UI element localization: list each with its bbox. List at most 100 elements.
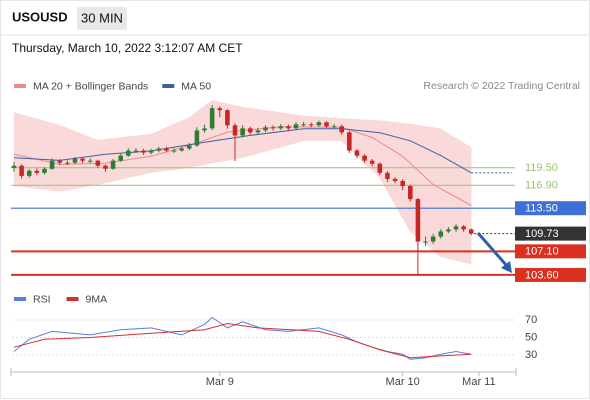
candle-body [293, 124, 299, 129]
candle-body [369, 160, 375, 164]
legend-label: RSI [33, 293, 51, 305]
legend-swatch [162, 84, 175, 88]
candle-body [286, 126, 291, 129]
symbol: USOUSD [12, 9, 68, 24]
legend-label: 9MA [86, 293, 108, 305]
candle-body [11, 165, 17, 168]
bollinger-band [189, 99, 213, 169]
candle-body [423, 241, 428, 243]
level-label: 119.50 [525, 162, 558, 174]
credit: Research © 2022 Trading Central [423, 80, 580, 92]
candle-body [468, 229, 474, 234]
legend-label: MA 50 [181, 80, 211, 92]
interval-button[interactable] [77, 7, 127, 30]
candle-body [354, 150, 360, 156]
legend-swatch [14, 297, 26, 301]
level-label: 107.10 [525, 246, 559, 258]
bollinger-band [13, 112, 60, 192]
candle-body [80, 158, 85, 161]
candle-body [438, 231, 444, 237]
candle-body [225, 110, 230, 126]
candle-body [461, 226, 466, 230]
forecast-arrowhead [501, 261, 512, 273]
candle-body [95, 160, 101, 166]
level-label: 103.60 [525, 269, 559, 281]
timestamp: Thursday, March 10, 2022 3:12:07 AM CET [12, 41, 243, 55]
candle-body [408, 185, 413, 200]
level-tag [515, 267, 586, 282]
candle-body [385, 172, 390, 179]
candle-body [194, 130, 200, 146]
level-label: 113.50 [525, 203, 558, 215]
candle-body [316, 122, 322, 126]
x-tick-label: Mar 10 [386, 376, 420, 388]
candle-body [400, 180, 405, 186]
candle-body [42, 168, 47, 173]
candle-body [156, 148, 162, 151]
candle-body [179, 148, 184, 151]
candle-body [65, 162, 70, 164]
candle-body [255, 130, 261, 133]
candle-body [164, 148, 169, 151]
candle-body [263, 127, 268, 131]
candle-body [453, 226, 459, 230]
candle-body [148, 150, 154, 153]
candle-body [202, 128, 207, 131]
bollinger-band [97, 133, 152, 185]
y-tick-label: 70 [525, 314, 537, 326]
indicator-line [13, 316, 472, 360]
x-tick-label: Mar 9 [206, 376, 234, 388]
candle-body [301, 124, 306, 126]
candle-body [187, 145, 192, 149]
candle-body [110, 160, 116, 169]
candle-body [49, 160, 55, 169]
candle-body [240, 128, 245, 136]
candle-body [19, 165, 24, 176]
candle-body [87, 160, 93, 162]
candle-body [118, 155, 123, 161]
last-price-tag [515, 226, 586, 241]
candle-body [141, 150, 146, 153]
candle-body [308, 124, 314, 126]
bollinger-band [379, 120, 411, 233]
candle-body [217, 108, 223, 111]
candle-body [362, 155, 367, 161]
legend-label: MA 20 + Bollinger Bands [33, 80, 148, 92]
indicator-line [13, 322, 472, 359]
bollinger-band [440, 128, 472, 265]
candle-body [72, 158, 78, 163]
y-tick-label: 50 [525, 331, 537, 343]
level-tag [515, 244, 586, 259]
candle-body [324, 122, 329, 127]
legend-swatch [14, 84, 26, 88]
candle-body [34, 170, 40, 173]
x-tick-label: Mar 11 [462, 376, 495, 388]
candle-body [347, 132, 352, 151]
candle-body [339, 126, 344, 133]
candle-body [126, 150, 131, 156]
candle-body [270, 127, 276, 129]
candle-body [103, 165, 108, 169]
bollinger-band [150, 116, 190, 173]
legend-swatch [66, 297, 79, 301]
last-price-label: 109.73 [525, 228, 559, 240]
forecast-arrow [476, 232, 509, 267]
candle-body [232, 125, 238, 136]
candle-body [392, 178, 398, 181]
moving-average [13, 128, 472, 174]
candle-body [209, 108, 215, 129]
candle-body [331, 126, 337, 128]
candle-body [247, 128, 253, 133]
level-tag [515, 201, 586, 216]
candle-body [377, 163, 383, 173]
candle-body [430, 236, 436, 242]
candle-body [26, 170, 32, 176]
interval[interactable]: 30 MIN [81, 10, 123, 25]
y-tick-label: 30 [525, 349, 537, 361]
candle-body [446, 229, 451, 232]
candle-body [171, 150, 177, 152]
candle-body [415, 199, 421, 242]
candle-body [57, 160, 63, 163]
